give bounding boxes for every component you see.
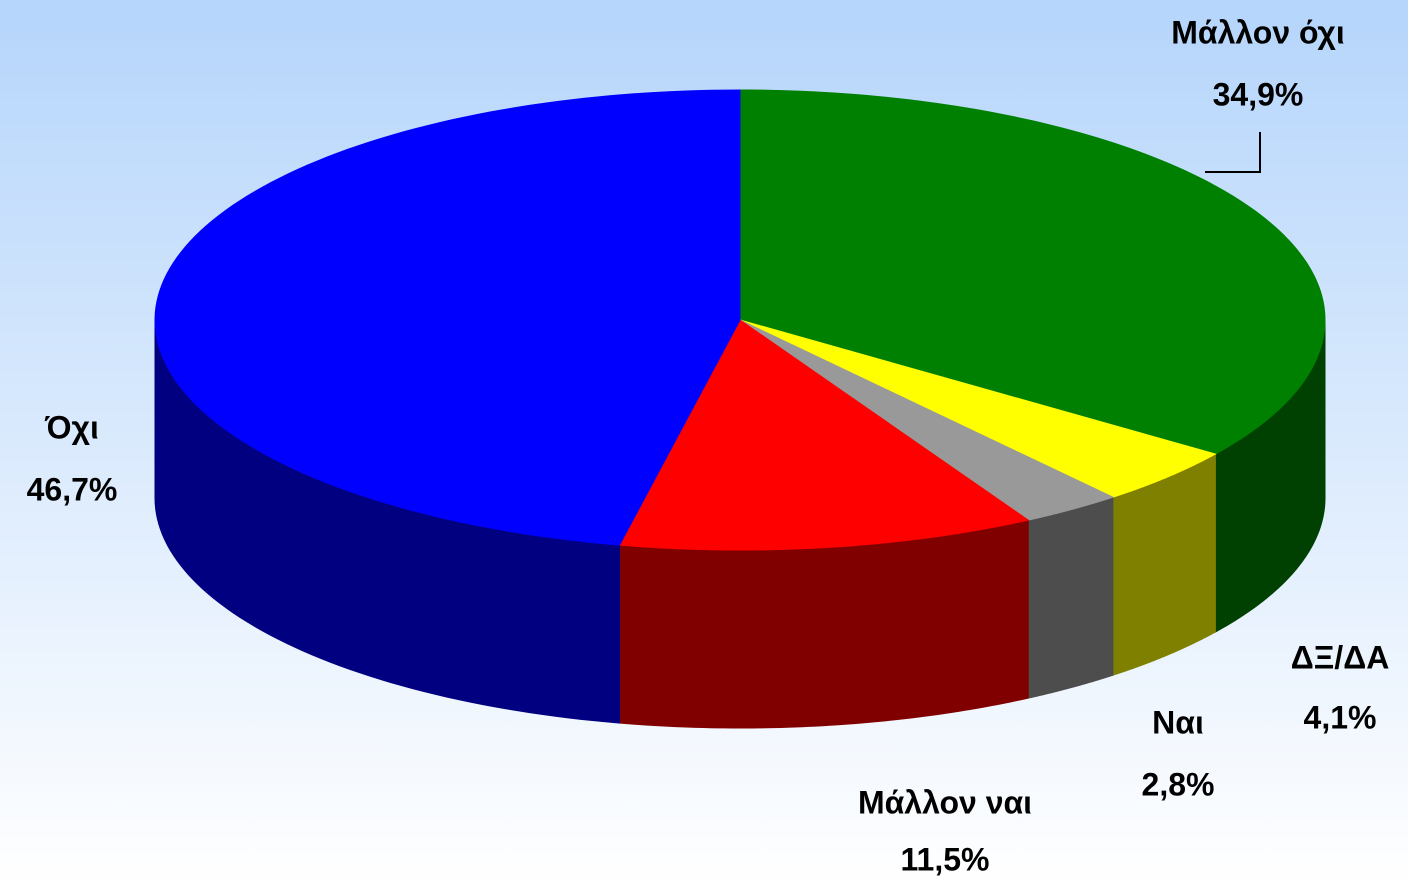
slice-label: Μάλλον ναι (858, 784, 1032, 820)
pie-slice (739, 319, 1115, 521)
value-label: 34,9% (1213, 76, 1304, 112)
pie-slice (154, 89, 741, 546)
pie-tops (154, 89, 1326, 551)
value-label: 2,8% (1142, 766, 1215, 802)
slice-label: Ναι (1152, 704, 1204, 740)
value-label: 4,1% (1304, 699, 1377, 735)
slice-label: Μάλλον όχι (1171, 14, 1344, 50)
pie-slice (739, 319, 1217, 498)
value-label: 11,5% (901, 841, 990, 877)
value-label: 46,7% (27, 471, 118, 507)
pie-slice (739, 89, 1326, 455)
slice-label: ΔΞ/ΔΑ (1291, 639, 1390, 675)
slice-label: Όχι (44, 409, 99, 445)
labels: Μάλλον όχι 34,9% ΔΞ/ΔΑ 4,1% Ναι 2,8% Μάλλον να… (27, 14, 1390, 877)
pie-slice (618, 319, 1030, 551)
leader-line (1205, 132, 1261, 173)
pie-side (1027, 496, 1114, 699)
pie-side (619, 519, 1029, 729)
